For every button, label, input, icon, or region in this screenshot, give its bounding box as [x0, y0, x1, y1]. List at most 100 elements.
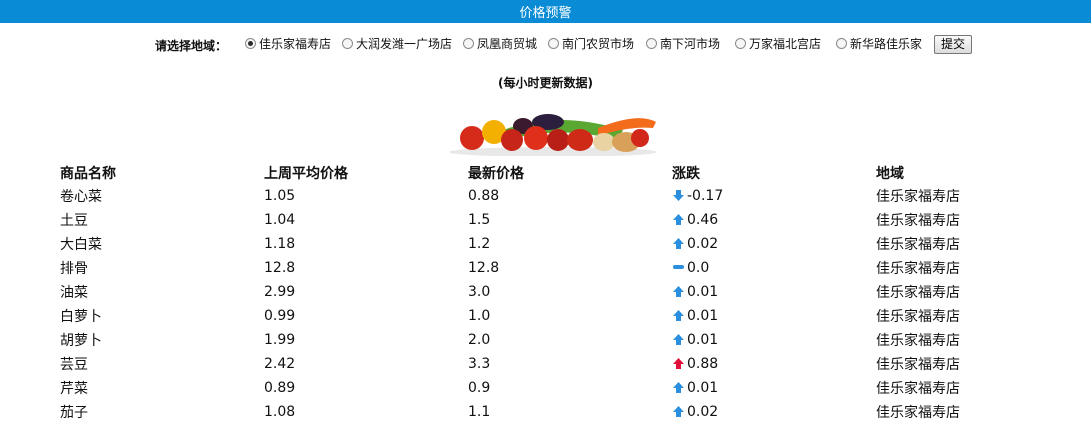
up-arrow-icon — [673, 406, 684, 417]
radio-button[interactable] — [245, 38, 256, 49]
region-name: 佳乐家福寿店 — [876, 309, 960, 325]
price-change: -0.17 — [687, 188, 724, 204]
vegetables-banner-image — [449, 114, 657, 156]
radio-button[interactable] — [735, 38, 746, 49]
table-row: 白萝卜 0.99 1.0 0.01 佳乐家福寿店 — [56, 304, 996, 328]
product-name: 大白菜 — [60, 237, 102, 253]
product-name: 茄子 — [60, 405, 88, 421]
price-change-cell: 0.01 — [668, 376, 872, 400]
last-week-price: 2.42 — [264, 356, 296, 372]
radio-button[interactable] — [463, 38, 474, 49]
region-option-label: 南下河市场 — [660, 37, 721, 51]
price-change: 0.02 — [687, 236, 719, 252]
up-arrow-icon — [673, 382, 684, 393]
region-option-4[interactable]: 南下河市场 — [646, 35, 720, 52]
price-change: 0.01 — [687, 380, 719, 396]
column-header: 商品名称 — [60, 166, 116, 182]
last-week-price: 0.99 — [264, 308, 296, 324]
up-arrow-icon — [673, 238, 684, 249]
column-header: 地域 — [876, 166, 904, 182]
region-option-label: 佳乐家福寿店 — [259, 37, 332, 51]
product-name: 油菜 — [60, 285, 88, 301]
price-change: 0.88 — [687, 356, 719, 372]
price-change-cell: 0.01 — [668, 304, 872, 328]
price-change-cell: 0.01 — [668, 280, 872, 304]
region-option-label: 南门农贸市场 — [562, 37, 635, 51]
region-name: 佳乐家福寿店 — [876, 405, 960, 421]
latest-price: 1.2 — [468, 236, 491, 252]
table-row: 大白菜 1.18 1.2 0.02 佳乐家福寿店 — [56, 232, 996, 256]
latest-price: 1.1 — [468, 404, 491, 420]
latest-price: 0.9 — [468, 380, 491, 396]
region-name: 佳乐家福寿店 — [876, 261, 960, 277]
price-table: 商品名称 上周平均价格 最新价格 涨跌 地域 卷心菜 1.05 0.88 -0.17 佳… — [56, 162, 996, 424]
price-change-cell: 0.02 — [668, 400, 872, 424]
up-arrow-icon — [673, 310, 684, 321]
table-row: 土豆 1.04 1.5 0.46 佳乐家福寿店 — [56, 208, 996, 232]
table-row: 油菜 2.99 3.0 0.01 佳乐家福寿店 — [56, 280, 996, 304]
up-arrow-icon — [673, 286, 684, 297]
price-change: 0.01 — [687, 284, 719, 300]
region-name: 佳乐家福寿店 — [876, 381, 960, 397]
table-header-row: 商品名称 上周平均价格 最新价格 涨跌 地域 — [56, 162, 996, 184]
region-option-2[interactable]: 凤凰商贸城 — [463, 35, 537, 52]
region-name: 佳乐家福寿店 — [876, 357, 960, 373]
column-header: 最新价格 — [468, 166, 524, 182]
product-name: 土豆 — [60, 213, 88, 229]
price-change: 0.46 — [687, 212, 719, 228]
column-header: 上周平均价格 — [264, 166, 348, 182]
radio-button[interactable] — [836, 38, 847, 49]
region-name: 佳乐家福寿店 — [876, 213, 960, 229]
latest-price: 1.5 — [468, 212, 491, 228]
radio-button[interactable] — [342, 38, 353, 49]
flat-trend-icon — [673, 265, 684, 269]
last-week-price: 1.04 — [264, 212, 296, 228]
column-header: 涨跌 — [672, 166, 700, 182]
region-option-3[interactable]: 南门农贸市场 — [548, 35, 634, 52]
region-name: 佳乐家福寿店 — [876, 333, 960, 349]
update-note: (每小时更新数据) — [498, 76, 593, 90]
region-option-label: 大润发潍一广场店 — [356, 37, 453, 51]
table-row: 排骨 12.8 12.8 0.0 佳乐家福寿店 — [56, 256, 996, 280]
table-row: 胡萝卜 1.99 2.0 0.01 佳乐家福寿店 — [56, 328, 996, 352]
region-selector: 请选择地域： 佳乐家福寿店 大润发潍一广场店 凤凰商贸城 南门农贸市场 南下河市… — [0, 33, 1091, 55]
table-row: 茄子 1.08 1.1 0.02 佳乐家福寿店 — [56, 400, 996, 424]
table-row: 芸豆 2.42 3.3 0.88 佳乐家福寿店 — [56, 352, 996, 376]
last-week-price: 1.99 — [264, 332, 296, 348]
product-name: 卷心菜 — [60, 189, 102, 205]
last-week-price: 0.89 — [264, 380, 296, 396]
price-change: 0.01 — [687, 308, 719, 324]
page-title-bar: 价格预警 — [0, 0, 1091, 23]
up-arrow-icon — [673, 334, 684, 345]
region-name: 佳乐家福寿店 — [876, 237, 960, 253]
price-change-cell: 0.01 — [668, 328, 872, 352]
latest-price: 0.88 — [468, 188, 500, 204]
region-option-6[interactable]: 新华路佳乐家 — [836, 35, 922, 52]
product-name: 芸豆 — [60, 357, 88, 373]
product-name: 白萝卜 — [60, 309, 102, 325]
price-change-cell: 0.88 — [668, 352, 872, 376]
latest-price: 12.8 — [468, 260, 500, 276]
table-row: 卷心菜 1.05 0.88 -0.17 佳乐家福寿店 — [56, 184, 996, 208]
up-arrow-icon — [673, 358, 684, 369]
submit-button[interactable]: 提交 — [934, 35, 973, 54]
region-name: 佳乐家福寿店 — [876, 285, 960, 301]
latest-price: 3.3 — [468, 356, 491, 372]
region-option-0[interactable]: 佳乐家福寿店 — [245, 35, 331, 52]
radio-button[interactable] — [548, 38, 559, 49]
radio-button[interactable] — [646, 38, 657, 49]
price-change: 0.0 — [687, 260, 710, 276]
region-option-1[interactable]: 大润发潍一广场店 — [342, 35, 452, 52]
region-option-5[interactable]: 万家福北宫店 — [735, 35, 821, 52]
region-option-label: 万家福北宫店 — [749, 37, 822, 51]
product-name: 芹菜 — [60, 381, 88, 397]
price-change: 0.02 — [687, 404, 719, 420]
product-name: 排骨 — [60, 261, 88, 277]
latest-price: 3.0 — [468, 284, 491, 300]
page-title: 价格预警 — [519, 6, 572, 21]
latest-price: 1.0 — [468, 308, 491, 324]
region-option-label: 凤凰商贸城 — [477, 37, 538, 51]
last-week-price: 1.05 — [264, 188, 296, 204]
latest-price: 2.0 — [468, 332, 491, 348]
up-arrow-icon — [673, 214, 684, 225]
